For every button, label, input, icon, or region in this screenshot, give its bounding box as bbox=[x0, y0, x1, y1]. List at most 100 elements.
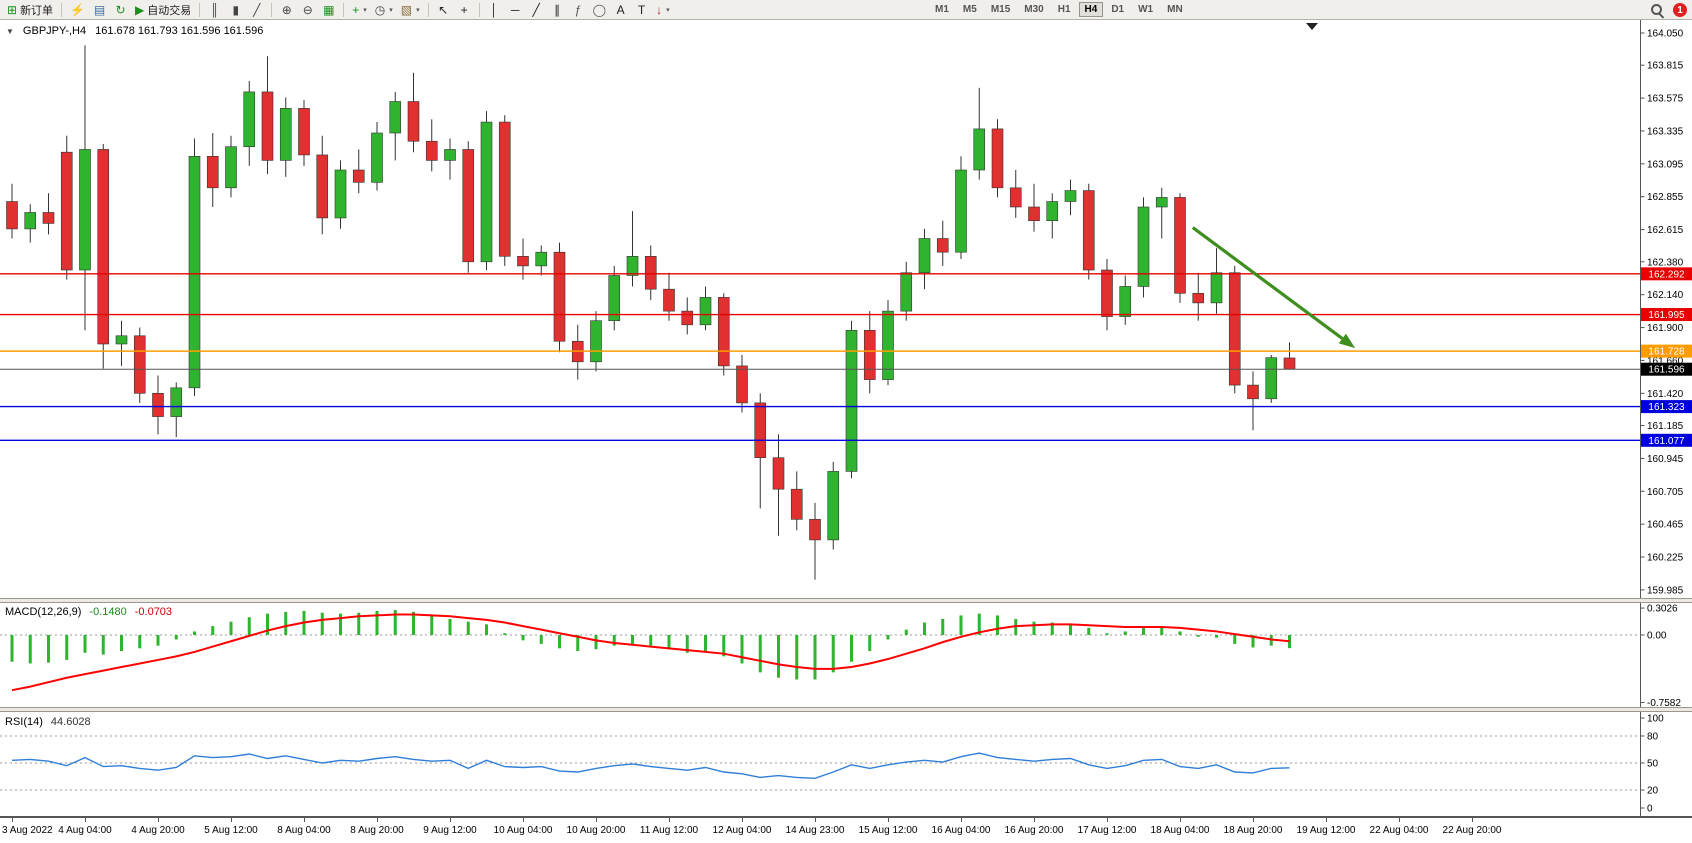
time-label: 4 Aug 04:00 bbox=[58, 825, 112, 836]
tile-windows-button[interactable]: ▦ bbox=[319, 1, 338, 18]
rsi-panel[interactable]: 100 80 50 20 0 bbox=[0, 712, 1692, 816]
macd-main-value: -0.1480 bbox=[89, 606, 127, 618]
chevron-down-icon[interactable]: ▼ bbox=[6, 26, 14, 36]
toolbar-separator bbox=[343, 2, 345, 17]
timeframe-m30-button[interactable]: M30 bbox=[1024, 4, 1044, 15]
periods-button[interactable]: ◷ ▾ bbox=[372, 1, 396, 18]
price-badges: 162.292 161.995 161.728 161.323 161.077 161.5… bbox=[1641, 267, 1692, 447]
time-label: 16 Aug 20:00 bbox=[1004, 825, 1064, 836]
macd-panel[interactable]: 0.3026 0.00 -0.7582 bbox=[0, 603, 1692, 707]
magnifier-circle bbox=[1651, 4, 1662, 15]
candlestick-chart-button[interactable]: ▮ bbox=[226, 1, 245, 18]
toolbar-buttons: ⊞ 新订单 ⚡ ▤ ↻ ▶ 自动交易 ║ ▮ ╱ ⊕ ⊖ ▦ + ▾ ◷ ▾ ▧ ▾ ↖ + │ ─ ╱ ∥ ƒ ◯ A T ↓ ▾ bbox=[3, 0, 674, 19]
time-label: 10 Aug 04:00 bbox=[493, 825, 553, 836]
line-chart-icon: ╱ bbox=[253, 2, 261, 17]
price-badge bbox=[1641, 400, 1692, 414]
notification-badge[interactable]: 1 bbox=[1673, 3, 1687, 17]
toolbar-right: 1 bbox=[1649, 2, 1687, 19]
refresh-button[interactable]: ↻ bbox=[111, 1, 130, 18]
indicators-button[interactable]: + ▾ bbox=[349, 1, 370, 18]
time-label: 22 Aug 20:00 bbox=[1442, 825, 1502, 836]
vertical-line-button[interactable]: │ bbox=[485, 1, 504, 18]
svg-text:162.292: 162.292 bbox=[1648, 269, 1685, 280]
rsi-line bbox=[11, 752, 1290, 780]
toolbar-separator bbox=[427, 2, 429, 17]
time-label: 22 Aug 04:00 bbox=[1369, 825, 1429, 836]
shapes-button[interactable]: ◯ bbox=[590, 1, 609, 18]
time-label: 14 Aug 23:00 bbox=[785, 825, 845, 836]
horizontal-line-icon: ─ bbox=[510, 2, 520, 17]
timeframe-w1-button[interactable]: W1 bbox=[1138, 4, 1154, 15]
zoom-in-button[interactable]: ⊕ bbox=[277, 1, 296, 18]
timeframe-m1-button[interactable]: M1 bbox=[935, 4, 949, 15]
trend-arrow bbox=[1191, 226, 1356, 349]
label-button[interactable]: T bbox=[632, 1, 651, 18]
text-icon: A bbox=[616, 2, 625, 17]
timeframe-h1-button[interactable]: H1 bbox=[1057, 4, 1071, 15]
time-tick bbox=[1107, 818, 1108, 822]
zoom-in-icon: ⊕ bbox=[281, 2, 292, 17]
time-label: 10 Aug 20:00 bbox=[566, 825, 626, 836]
svg-text:163.815: 163.815 bbox=[1647, 61, 1684, 72]
cursor-button[interactable]: ↖ bbox=[434, 1, 453, 18]
svg-text:161.323: 161.323 bbox=[1648, 402, 1685, 413]
data-window-icon: ▤ bbox=[93, 2, 106, 17]
time-label: 19 Aug 12:00 bbox=[1296, 825, 1356, 836]
channel-button[interactable]: ∥ bbox=[548, 1, 567, 18]
svg-text:161.420: 161.420 bbox=[1647, 389, 1684, 400]
zoom-out-button[interactable]: ⊖ bbox=[298, 1, 317, 18]
bar-chart-button[interactable]: ║ bbox=[205, 1, 224, 18]
svg-text:160.465: 160.465 bbox=[1647, 520, 1684, 531]
timeframe-mn-button[interactable]: MN bbox=[1167, 4, 1183, 15]
svg-text:161.995: 161.995 bbox=[1648, 310, 1685, 321]
line-chart-button[interactable]: ╱ bbox=[247, 1, 266, 18]
data-window-button[interactable]: ▤ bbox=[90, 1, 109, 18]
new-order-button[interactable]: ⊞ 新订单 bbox=[4, 1, 56, 18]
bar-chart-icon: ║ bbox=[210, 2, 219, 17]
price-axis: 164.050 163.815 163.575 163.335 163.095 162.8… bbox=[1640, 29, 1684, 596]
time-tick bbox=[304, 818, 305, 822]
autotrading-button[interactable]: ▶ 自动交易 bbox=[132, 1, 194, 18]
market-watch-button[interactable]: ⚡ bbox=[67, 1, 88, 18]
panel-splitter[interactable] bbox=[0, 598, 1692, 603]
fibonacci-button[interactable]: ƒ bbox=[569, 1, 588, 18]
panel-splitter[interactable] bbox=[0, 707, 1692, 712]
time-tick bbox=[158, 818, 159, 822]
main-chart[interactable]: 164.050 163.815 163.575 163.335 163.095 162.8… bbox=[0, 20, 1692, 598]
templates-button[interactable]: ▧ ▾ bbox=[398, 1, 423, 18]
channel-icon: ∥ bbox=[554, 2, 561, 17]
toolbar-separator bbox=[478, 2, 480, 17]
svg-text:161.596: 161.596 bbox=[1648, 365, 1685, 376]
dropdown-arrow-icon: ▾ bbox=[416, 6, 420, 14]
tile-windows-icon: ▦ bbox=[323, 2, 335, 17]
trendline-icon: ╱ bbox=[532, 2, 540, 17]
time-tick bbox=[888, 818, 889, 822]
search-icon[interactable] bbox=[1649, 2, 1665, 19]
time-tick bbox=[85, 818, 86, 822]
svg-text:0.00: 0.00 bbox=[1647, 631, 1667, 642]
time-tick bbox=[1180, 818, 1181, 822]
trendline-button[interactable]: ╱ bbox=[527, 1, 546, 18]
arrows-button[interactable]: ↓ ▾ bbox=[653, 1, 673, 18]
time-tick bbox=[1399, 818, 1400, 822]
crosshair-button[interactable]: + bbox=[455, 1, 474, 18]
time-tick bbox=[1472, 818, 1473, 822]
time-label: 11 Aug 12:00 bbox=[639, 825, 699, 836]
horizontal-line-button[interactable]: ─ bbox=[506, 1, 525, 18]
chart-title-bar: ▼ GBPJPY-,H4 161.678 161.793 161.596 161… bbox=[6, 25, 263, 37]
chart-shift-marker bbox=[1306, 23, 1318, 30]
svg-text:161.660: 161.660 bbox=[1647, 356, 1684, 367]
timeframe-m15-button[interactable]: M15 bbox=[990, 4, 1011, 15]
price-badge bbox=[1641, 362, 1692, 376]
toolbar-separator bbox=[271, 2, 273, 17]
candlestick-chart-icon: ▮ bbox=[232, 2, 240, 17]
timeframe-m5-button[interactable]: M5 bbox=[962, 4, 977, 15]
time-axis[interactable]: 3 Aug 2022 4 Aug 04:00 4 Aug 20:00 5 Aug 12… bbox=[0, 818, 1692, 843]
timeframe-d1-button[interactable]: D1 bbox=[1111, 4, 1125, 15]
timeframe-h4-button[interactable]: H4 bbox=[1078, 2, 1104, 17]
time-label: 18 Aug 20:00 bbox=[1223, 825, 1283, 836]
time-label: 9 Aug 12:00 bbox=[423, 825, 477, 836]
time-label: 17 Aug 12:00 bbox=[1077, 825, 1137, 836]
text-button[interactable]: A bbox=[611, 1, 630, 18]
svg-text:160.705: 160.705 bbox=[1647, 487, 1684, 498]
